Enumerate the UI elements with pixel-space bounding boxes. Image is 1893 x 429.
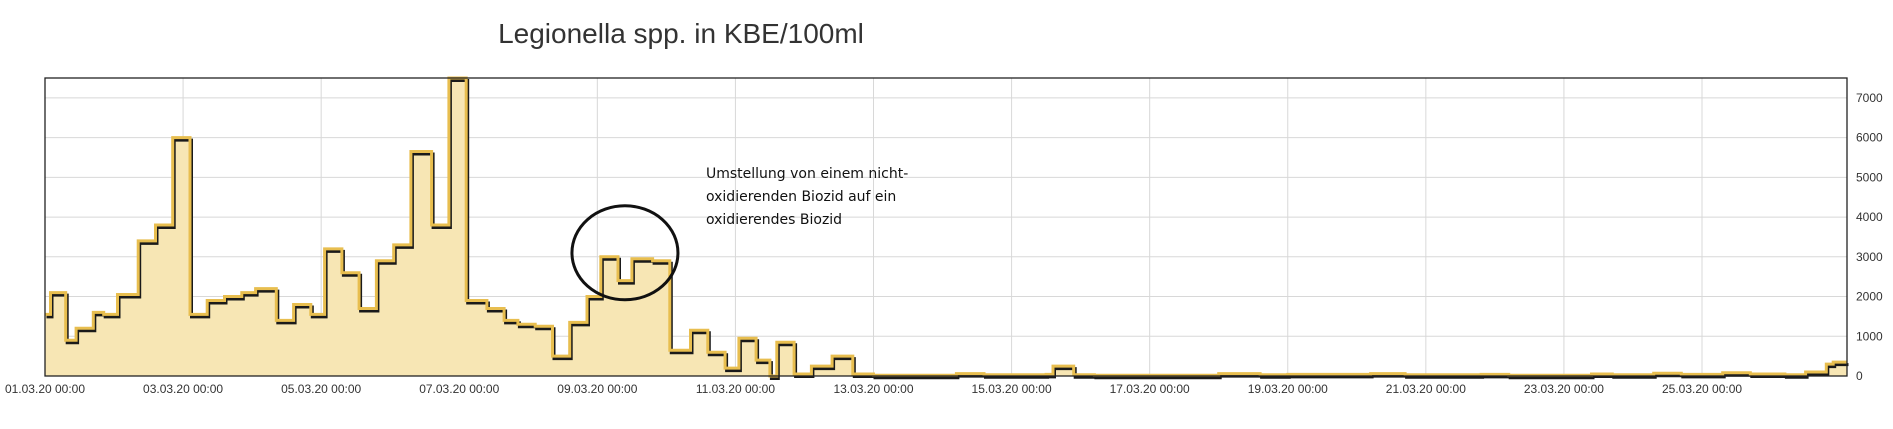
annotation-line: Umstellung von einem nicht- xyxy=(706,166,908,182)
annotation-line: oxidierendes Biozid xyxy=(706,212,842,228)
y-tick-label: 7000 xyxy=(1856,91,1883,105)
area-fill xyxy=(45,78,1847,376)
x-tick-label: 17.03.20 00:00 xyxy=(1110,382,1190,396)
plot-frame xyxy=(44,77,1848,377)
data-area xyxy=(45,76,1849,380)
x-tick-label: 15.03.20 00:00 xyxy=(972,382,1052,396)
chart-title: Legionella spp. in KBE/100ml xyxy=(498,18,864,49)
x-tick-label: 19.03.20 00:00 xyxy=(1248,382,1328,396)
x-tick-label: 25.03.20 00:00 xyxy=(1662,382,1742,396)
series-line xyxy=(45,76,1847,378)
x-tick-label: 07.03.20 00:00 xyxy=(419,382,499,396)
x-tick-label: 09.03.20 00:00 xyxy=(557,382,637,396)
x-tick-label: 03.03.20 00:00 xyxy=(143,382,223,396)
annotation: Umstellung von einem nicht-oxidierenden … xyxy=(570,166,908,302)
annotation-line: oxidierenden Biozid auf ein xyxy=(706,189,896,205)
x-tick-label: 05.03.20 00:00 xyxy=(281,382,361,396)
x-axis-ticks: 01.03.20 00:00 03.03.20 00:00 05.03.20 00:… xyxy=(5,382,1742,396)
annotation-circle xyxy=(570,204,680,302)
x-tick-label: 01.03.20 00:00 xyxy=(5,382,85,396)
y-tick-label: 3000 xyxy=(1856,250,1883,264)
x-tick-label: 13.03.20 00:00 xyxy=(833,382,913,396)
y-tick-label: 4000 xyxy=(1856,210,1883,224)
y-tick-label: 0 xyxy=(1856,369,1863,383)
y-tick-label: 1000 xyxy=(1856,329,1883,343)
y-tick-label: 6000 xyxy=(1856,131,1883,145)
x-tick-label: 23.03.20 00:00 xyxy=(1524,382,1604,396)
y-tick-label: 5000 xyxy=(1856,170,1883,184)
y-axis-ticks: 0 1000 2000 3000 4000 5000 6000 7000 xyxy=(1856,91,1883,383)
x-tick-label: 11.03.20 00:00 xyxy=(696,382,776,396)
y-tick-label: 2000 xyxy=(1856,290,1883,304)
x-tick-label: 21.03.20 00:00 xyxy=(1386,382,1466,396)
annotation-text: Umstellung von einem nicht-oxidierenden … xyxy=(706,166,908,228)
